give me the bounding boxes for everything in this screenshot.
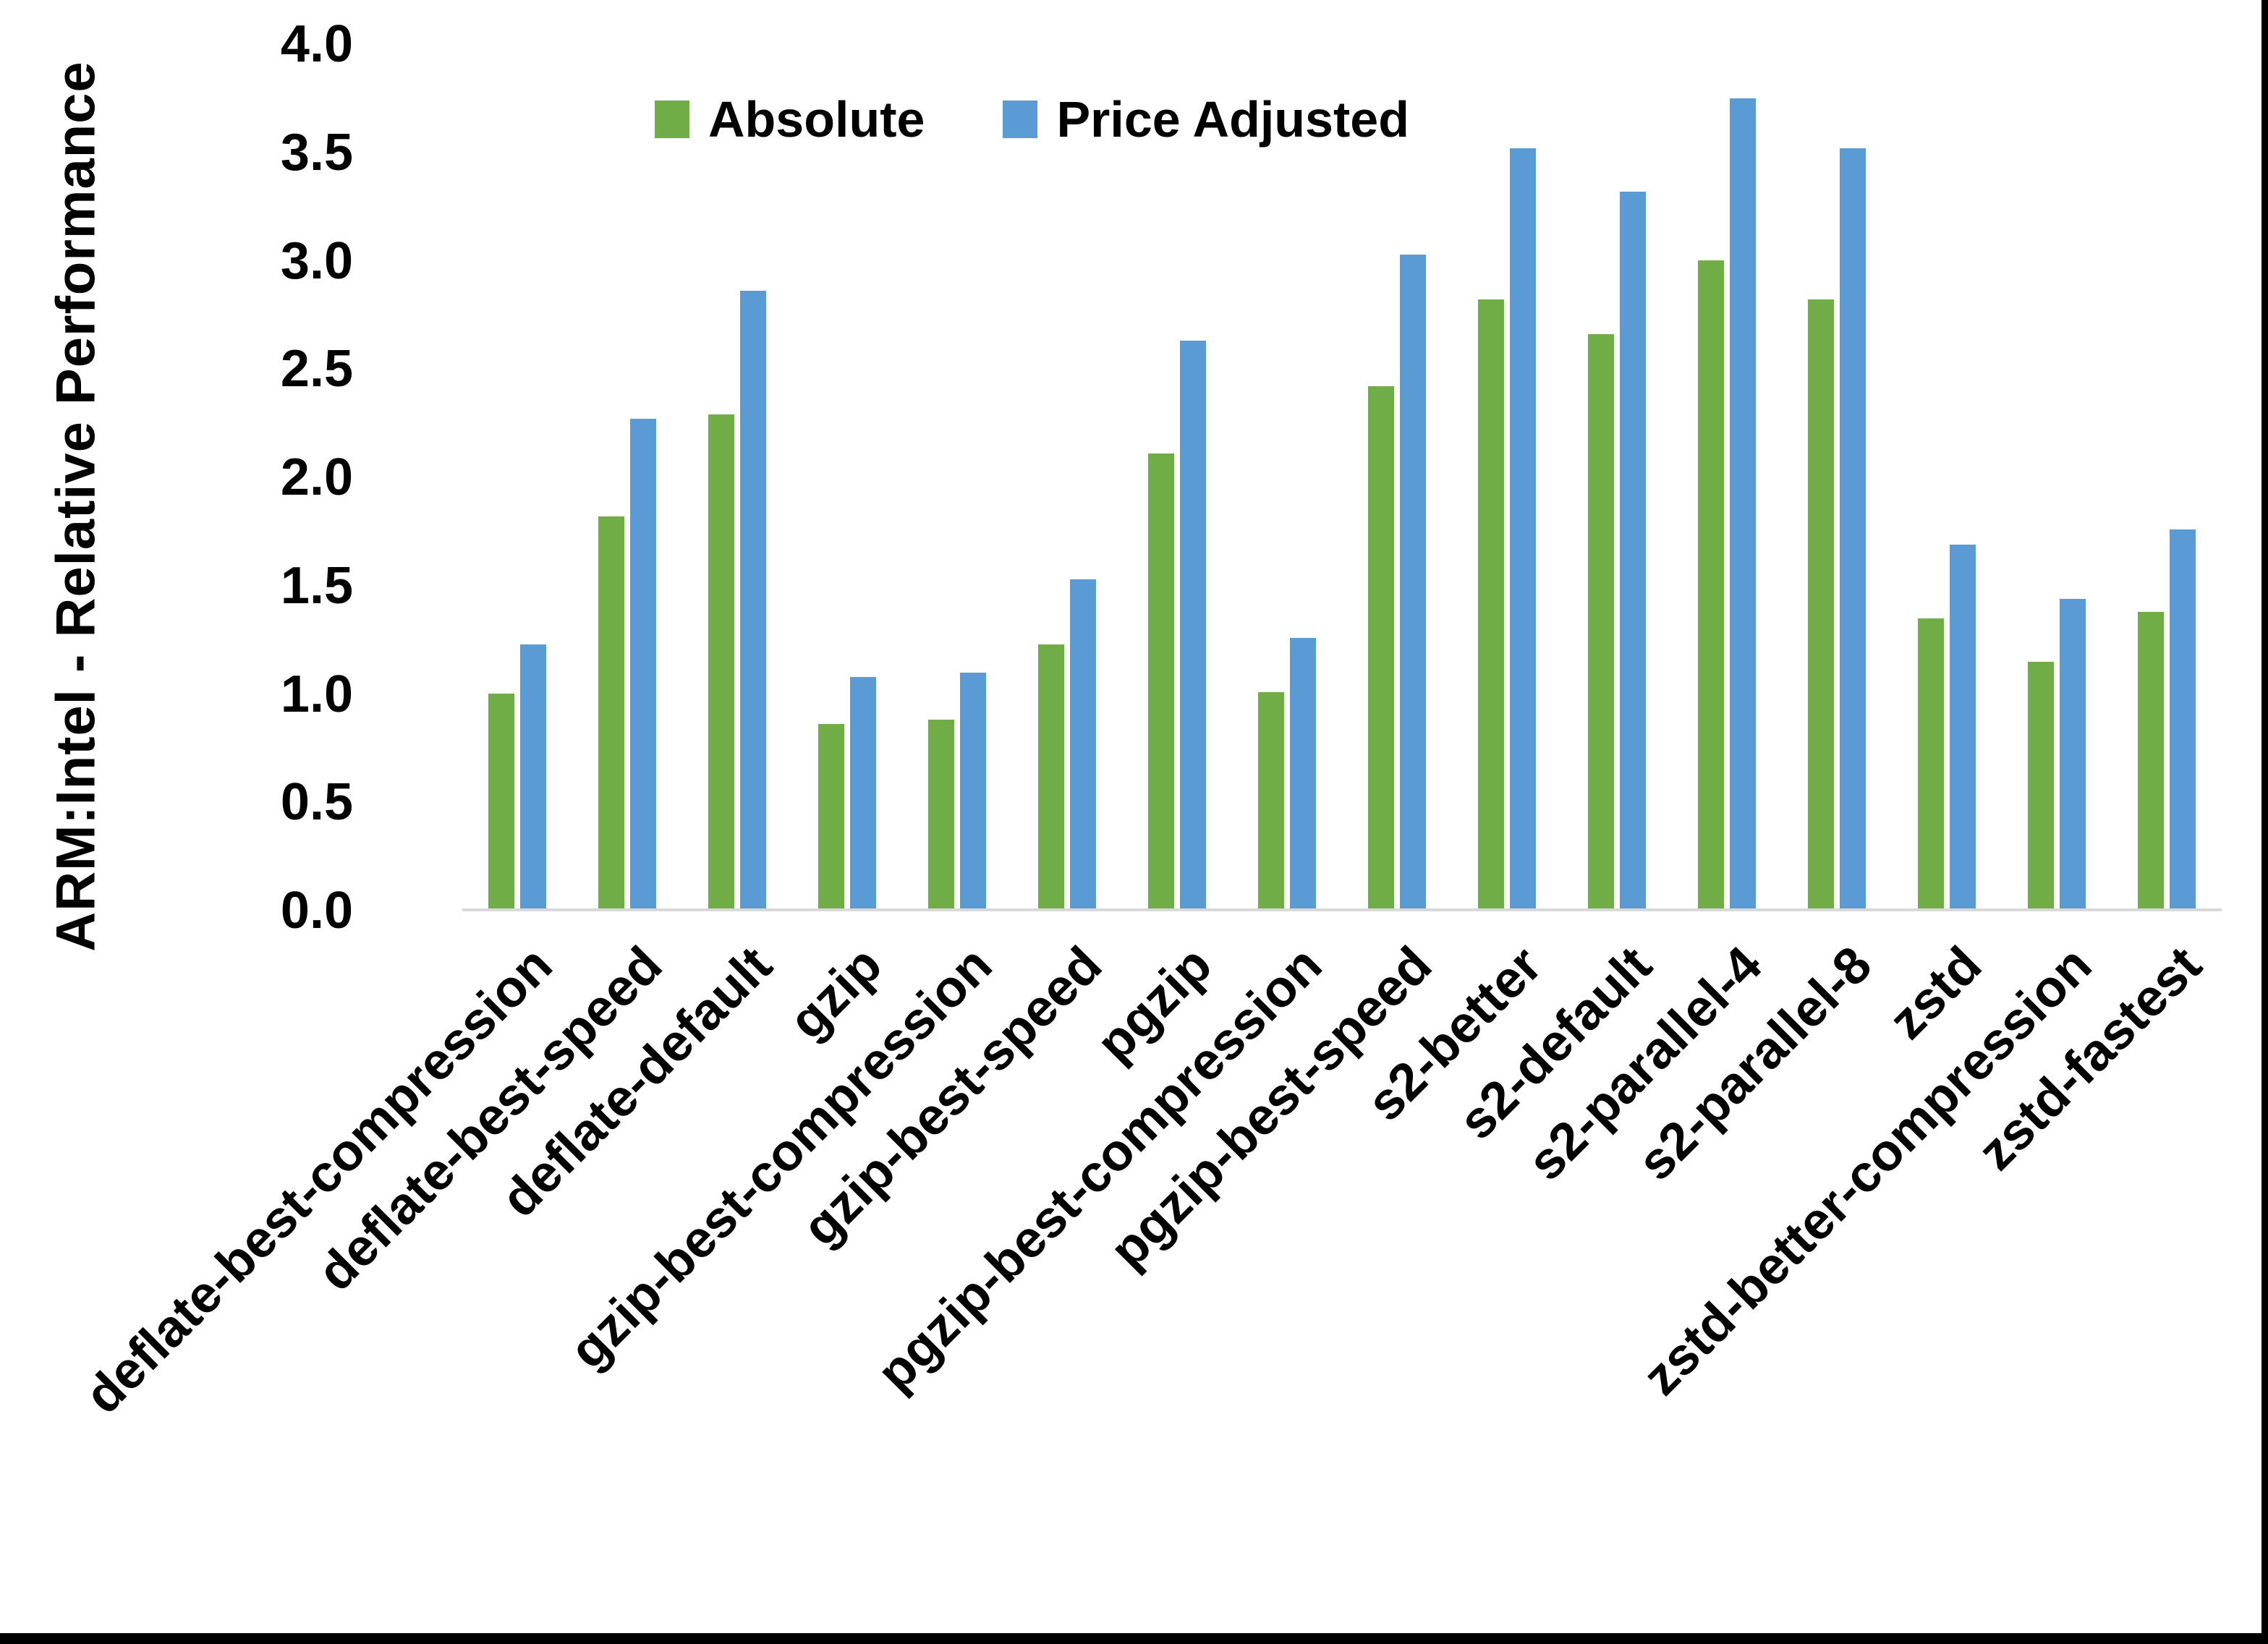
y-tick-label: 1.0 <box>280 665 353 723</box>
window-border-right <box>2261 0 2268 1644</box>
x-category-label-deflate-best-compression: deflate-best-compression <box>74 935 564 1425</box>
legend-label-absolute: Absolute <box>708 91 925 148</box>
bar-absolute-pgzip-best-speed <box>1368 386 1394 911</box>
y-tick-label: 3.0 <box>280 232 353 290</box>
bar-price-adjusted-zstd-fastest <box>2170 529 2196 911</box>
bar-absolute-pgzip-best-compression <box>1258 692 1284 911</box>
bar-absolute-gzip-best-compression <box>928 720 954 911</box>
bar-absolute-pgzip <box>1148 453 1174 911</box>
y-tick-label: 4.0 <box>280 15 353 73</box>
bar-absolute-deflate-best-speed <box>598 516 624 911</box>
bar-price-adjusted-gzip <box>850 677 876 911</box>
bar-absolute-deflate-default <box>708 414 734 911</box>
bar-price-adjusted-s2-parallel-8 <box>1840 148 1866 911</box>
bar-absolute-gzip-best-speed <box>1038 644 1064 911</box>
x-axis-line <box>462 908 2222 911</box>
y-tick-label: 1.5 <box>280 557 353 615</box>
bar-absolute-zstd-better-compression <box>2028 662 2054 911</box>
y-tick-label: 2.5 <box>280 340 353 398</box>
bar-price-adjusted-pgzip <box>1180 341 1206 911</box>
window-border-bottom <box>0 1633 2268 1644</box>
bar-price-adjusted-s2-default <box>1620 192 1646 911</box>
bar-price-adjusted-pgzip-best-speed <box>1400 255 1426 911</box>
bar-price-adjusted-s2-better <box>1510 148 1536 911</box>
legend-swatch-price-adjusted <box>1003 101 1038 138</box>
y-axis-title: ARM:Intel - Relative Performance <box>45 61 107 952</box>
bar-absolute-s2-parallel-4 <box>1698 260 1724 911</box>
y-tick-label: 2.0 <box>280 448 353 506</box>
bar-price-adjusted-deflate-best-speed <box>630 419 656 911</box>
bar-absolute-gzip <box>818 724 844 911</box>
legend-swatch-absolute <box>655 101 689 138</box>
bar-absolute-s2-better <box>1478 299 1504 911</box>
y-tick-label: 0.5 <box>280 773 353 831</box>
y-tick-label: 0.0 <box>280 882 353 940</box>
bar-price-adjusted-deflate-best-compression <box>520 644 546 911</box>
bar-price-adjusted-gzip-best-compression <box>960 673 986 911</box>
legend-label-price-adjusted: Price Adjusted <box>1056 91 1409 148</box>
chart-legend: Absolute Price Adjusted <box>655 94 1409 145</box>
bar-price-adjusted-s2-parallel-4 <box>1730 98 1756 911</box>
bar-price-adjusted-zstd-better-compression <box>2060 599 2086 911</box>
bar-price-adjusted-deflate-default <box>740 291 766 911</box>
bar-absolute-zstd <box>1918 618 1944 911</box>
bar-price-adjusted-pgzip-best-compression <box>1290 638 1316 911</box>
bar-absolute-zstd-fastest <box>2138 612 2164 911</box>
legend-item-price-adjusted: Price Adjusted <box>1003 94 1409 145</box>
y-tick-label: 3.5 <box>280 124 353 182</box>
bar-absolute-s2-default <box>1588 334 1614 911</box>
legend-item-absolute: Absolute <box>655 94 925 145</box>
bar-price-adjusted-zstd <box>1950 545 1976 911</box>
bar-absolute-deflate-best-compression <box>488 694 514 911</box>
bar-price-adjusted-gzip-best-speed <box>1070 579 1096 911</box>
bar-absolute-s2-parallel-8 <box>1808 299 1834 911</box>
